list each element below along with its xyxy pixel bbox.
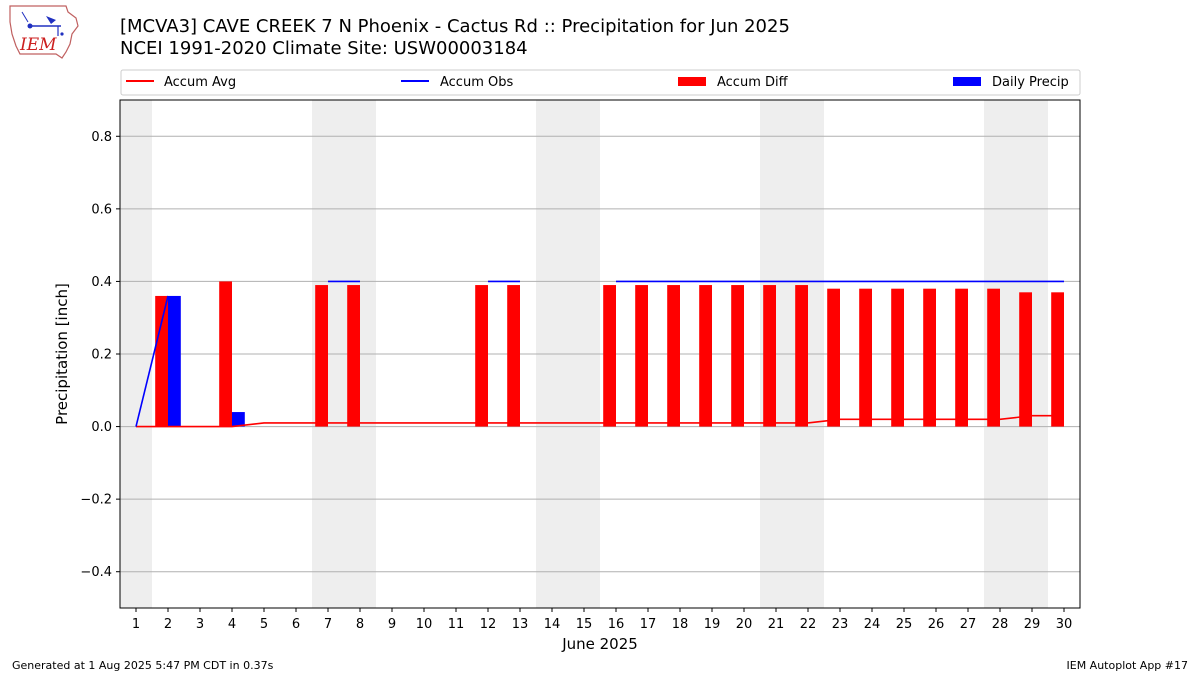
accum-diff-bar xyxy=(891,288,904,427)
title-line-2: NCEI 1991-2020 Climate Site: USW00003184 xyxy=(120,38,528,59)
legend: Accum Avg Accum Obs Accum Diff Daily Precip xyxy=(120,69,1081,96)
x-axis-ticks: 1 2 3 4 5 6 7 8 9 10 11 12 13 14 15 16 17 18 19 20 21 22 23 24 2… xyxy=(132,608,1072,632)
x-tick-label: 23 xyxy=(832,617,849,632)
x-tick-label: 20 xyxy=(736,617,753,632)
x-tick-label: 9 xyxy=(388,617,396,632)
accum-diff-bar xyxy=(699,285,712,427)
legend-label: Accum Avg xyxy=(164,75,236,90)
accum-diff-bar xyxy=(475,285,488,427)
x-tick-label: 14 xyxy=(544,617,561,632)
accum-diff-bar xyxy=(219,281,232,427)
x-tick-label: 13 xyxy=(512,617,529,632)
x-tick-label: 27 xyxy=(960,617,977,632)
footer-generated: Generated at 1 Aug 2025 5:47 PM CDT in 0… xyxy=(12,659,274,672)
bars xyxy=(155,281,1064,427)
title-line-1: [MCVA3] CAVE CREEK 7 N Phoenix - Cactus … xyxy=(120,16,790,37)
x-tick-label: 22 xyxy=(800,617,817,632)
legend-box xyxy=(120,69,1081,96)
x-tick-label: 12 xyxy=(480,617,497,632)
legend-label: Daily Precip xyxy=(992,75,1069,90)
y-axis-label: Precipitation [inch] xyxy=(53,283,71,425)
x-tick-label: 10 xyxy=(416,617,433,632)
accum-diff-bar xyxy=(1051,292,1064,427)
y-tick-label: −0.2 xyxy=(80,493,112,508)
y-tick-label: −0.4 xyxy=(80,565,112,580)
y-tick-label: 0.8 xyxy=(91,130,112,145)
accum-diff-bar xyxy=(603,285,616,427)
iem-logo: IEM xyxy=(6,4,82,60)
x-tick-label: 25 xyxy=(896,617,913,632)
y-tick-label: 0.2 xyxy=(91,348,112,363)
accum-diff-bar xyxy=(955,288,968,427)
legend-label: Accum Obs xyxy=(440,75,513,90)
accum-diff-bar xyxy=(635,285,648,427)
x-tick-label: 21 xyxy=(768,617,785,632)
legend-patch-swatch xyxy=(953,77,981,86)
svg-text:IEM: IEM xyxy=(19,35,57,55)
x-tick-label: 16 xyxy=(608,617,625,632)
daily-precip-bar xyxy=(232,412,245,427)
accum-diff-bar xyxy=(347,285,360,427)
legend-label: Accum Diff xyxy=(717,75,789,90)
x-tick-label: 28 xyxy=(992,617,1009,632)
accum-diff-bar xyxy=(827,288,840,427)
x-tick-label: 2 xyxy=(164,617,172,632)
accum-diff-bar xyxy=(795,285,808,427)
x-tick-label: 4 xyxy=(228,617,236,632)
x-tick-label: 30 xyxy=(1056,617,1073,632)
x-tick-label: 11 xyxy=(448,617,465,632)
x-tick-label: 19 xyxy=(704,617,721,632)
accum-diff-bar xyxy=(1019,292,1032,427)
accum-avg-line xyxy=(136,414,1064,428)
accum-diff-bar xyxy=(315,285,328,427)
legend-patch-swatch xyxy=(678,77,706,86)
lines xyxy=(135,280,1064,428)
y-tick-label: 0.6 xyxy=(91,202,112,217)
x-tick-label: 18 xyxy=(672,617,689,632)
accum-diff-bar xyxy=(923,288,936,427)
x-tick-label: 6 xyxy=(292,617,300,632)
x-tick-label: 8 xyxy=(356,617,364,632)
accum-diff-bar xyxy=(667,285,680,427)
x-axis-label: June 2025 xyxy=(561,635,638,653)
x-tick-label: 15 xyxy=(576,617,593,632)
accum-diff-bar xyxy=(763,285,776,427)
x-tick-label: 3 xyxy=(196,617,204,632)
x-tick-label: 29 xyxy=(1024,617,1041,632)
accum-diff-bar xyxy=(859,288,872,427)
accum-diff-bar xyxy=(155,295,168,427)
accum-obs-line xyxy=(135,295,169,427)
y-tick-label: 0.0 xyxy=(91,420,112,435)
x-tick-label: 17 xyxy=(640,617,657,632)
chart-title: [MCVA3] CAVE CREEK 7 N Phoenix - Cactus … xyxy=(120,16,790,60)
daily-precip-bar xyxy=(168,295,181,427)
x-tick-label: 24 xyxy=(864,617,881,632)
accum-diff-bar xyxy=(987,288,1000,427)
x-tick-label: 7 xyxy=(324,617,332,632)
x-tick-label: 26 xyxy=(928,617,945,632)
y-tick-label: 0.4 xyxy=(91,275,112,290)
accum-diff-bar xyxy=(731,285,744,427)
x-tick-label: 5 xyxy=(260,617,268,632)
x-tick-label: 1 xyxy=(132,617,140,632)
footer-app-id: IEM Autoplot App #17 xyxy=(1066,659,1189,672)
accum-diff-bar xyxy=(507,285,520,427)
y-axis-ticks: −0.4 −0.2 0.0 0.2 0.4 0.6 0.8 xyxy=(80,130,120,580)
